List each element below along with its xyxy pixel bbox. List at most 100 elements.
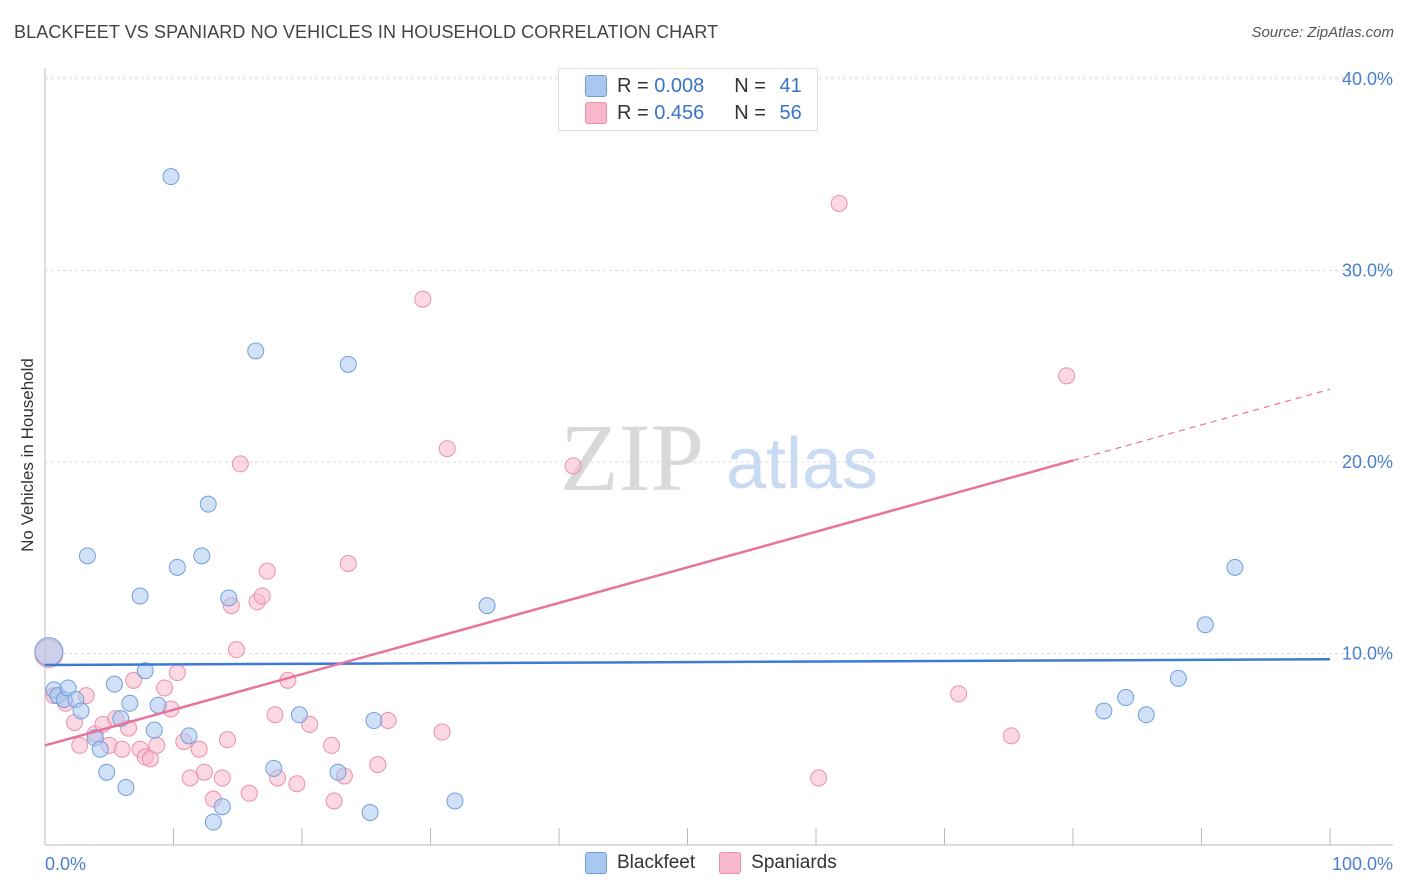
trend-line-blackfeet bbox=[44, 657, 1331, 667]
stats-legend: R = 0.008 N = 41 R = 0.456 N = 56 bbox=[558, 68, 818, 131]
point-blackfeet bbox=[78, 547, 96, 565]
y-tick-label: 20.0% bbox=[1342, 452, 1393, 472]
r-value: 0.456 bbox=[654, 101, 705, 124]
y-tick-label: 10.0% bbox=[1342, 644, 1393, 664]
legend-item-blackfeet[interactable]: Blackfeet bbox=[585, 852, 695, 874]
r-value: 0.008 bbox=[654, 74, 705, 97]
point-spaniards bbox=[414, 290, 432, 308]
point-spaniards bbox=[810, 769, 828, 787]
point-spaniards bbox=[227, 641, 245, 659]
point-spaniards bbox=[339, 554, 357, 572]
legend-item-spaniards[interactable]: Spaniards bbox=[719, 852, 837, 874]
tick-labels: 10.0% 20.0% 30.0% 40.0% 0.0% 100.0% bbox=[45, 69, 1393, 874]
y-axis-label: No Vehicles in Household bbox=[18, 358, 37, 552]
trend-lines bbox=[44, 388, 1331, 747]
r-label: R = bbox=[617, 74, 655, 97]
point-blackfeet bbox=[247, 342, 265, 360]
point-blackfeet bbox=[1196, 616, 1214, 634]
point-spaniards bbox=[190, 740, 208, 758]
point-spaniards bbox=[266, 706, 284, 724]
stats-row-blackfeet: R = 0.008 N = 41 bbox=[585, 75, 802, 97]
series-legend: Blackfeet Spaniards bbox=[585, 852, 861, 874]
point-blackfeet bbox=[1137, 706, 1155, 724]
point-spaniards bbox=[369, 756, 387, 774]
point-blackfeet bbox=[204, 813, 222, 831]
blackfeet-swatch bbox=[585, 852, 607, 874]
point-blackfeet bbox=[213, 798, 231, 816]
chart-title: BLACKFEET VS SPANIARD NO VEHICLES IN HOU… bbox=[14, 22, 719, 42]
legend-label: Spaniards bbox=[751, 852, 837, 873]
point-blackfeet bbox=[339, 355, 357, 373]
trend-line-spaniards bbox=[44, 459, 1074, 747]
n-value: 41 bbox=[779, 74, 802, 97]
point-blackfeet bbox=[149, 696, 167, 714]
point-blackfeet bbox=[1095, 702, 1113, 720]
point-blackfeet bbox=[98, 763, 116, 781]
point-blackfeet bbox=[117, 779, 135, 797]
point-blackfeet bbox=[446, 792, 464, 810]
blackfeet-swatch bbox=[585, 75, 607, 97]
point-blackfeet bbox=[34, 637, 64, 667]
point-blackfeet bbox=[365, 712, 383, 730]
point-blackfeet bbox=[131, 587, 149, 605]
point-spaniards bbox=[258, 562, 276, 580]
point-spaniards bbox=[156, 679, 174, 697]
watermark-zip: ZIP bbox=[560, 404, 704, 511]
point-spaniards bbox=[379, 712, 397, 730]
point-blackfeet bbox=[478, 597, 496, 615]
watermark: ZIP atlas bbox=[560, 404, 878, 511]
y-tick-label: 40.0% bbox=[1342, 69, 1393, 89]
x-tick-label-max: 100.0% bbox=[1332, 854, 1393, 874]
point-blackfeet bbox=[1226, 558, 1244, 576]
point-spaniards bbox=[253, 587, 271, 605]
y-tick-label: 30.0% bbox=[1342, 261, 1393, 281]
source-label: Source: ZipAtlas.com bbox=[1251, 24, 1394, 41]
point-spaniards bbox=[125, 671, 143, 689]
axes bbox=[44, 68, 1393, 846]
spaniards-swatch bbox=[719, 852, 742, 874]
point-blackfeet bbox=[329, 763, 347, 781]
point-spaniards bbox=[288, 775, 306, 793]
point-spaniards bbox=[433, 723, 451, 741]
point-spaniards bbox=[950, 685, 968, 703]
point-blackfeet bbox=[136, 662, 154, 680]
point-spaniards bbox=[325, 792, 343, 810]
point-blackfeet bbox=[1169, 669, 1187, 687]
point-blackfeet bbox=[168, 558, 186, 576]
point-blackfeet bbox=[265, 759, 283, 777]
point-blackfeet bbox=[199, 495, 217, 513]
r-label: R = bbox=[617, 101, 655, 124]
point-spaniards bbox=[438, 440, 456, 458]
watermark-atlas: atlas bbox=[726, 424, 878, 504]
point-blackfeet bbox=[1117, 689, 1135, 707]
point-blackfeet bbox=[105, 675, 123, 693]
trend-line-extension-spaniards bbox=[1072, 388, 1331, 462]
point-blackfeet bbox=[361, 803, 379, 821]
spaniards-swatch bbox=[585, 102, 607, 124]
point-spaniards bbox=[213, 769, 231, 787]
n-label: N = bbox=[734, 101, 772, 124]
point-blackfeet bbox=[220, 589, 238, 607]
point-spaniards bbox=[1002, 727, 1020, 745]
point-spaniards bbox=[218, 731, 236, 749]
point-blackfeet bbox=[91, 740, 109, 758]
point-spaniards bbox=[71, 736, 89, 754]
point-blackfeet bbox=[121, 694, 139, 712]
point-blackfeet bbox=[180, 727, 198, 745]
point-spaniards bbox=[231, 455, 249, 473]
point-spaniards bbox=[148, 736, 166, 754]
point-spaniards bbox=[168, 664, 186, 682]
stats-row-spaniards: R = 0.456 N = 56 bbox=[585, 102, 802, 124]
point-blackfeet bbox=[162, 168, 180, 186]
point-blackfeet bbox=[193, 547, 211, 565]
point-spaniards bbox=[181, 769, 199, 787]
n-label: N = bbox=[734, 74, 772, 97]
point-blackfeet bbox=[72, 702, 90, 720]
point-spaniards bbox=[1058, 367, 1076, 385]
gridlines bbox=[45, 76, 1393, 654]
point-blackfeet bbox=[290, 706, 308, 724]
n-value: 56 bbox=[779, 101, 802, 124]
point-spaniards bbox=[564, 457, 582, 475]
x-tick-label-min: 0.0% bbox=[45, 854, 86, 874]
